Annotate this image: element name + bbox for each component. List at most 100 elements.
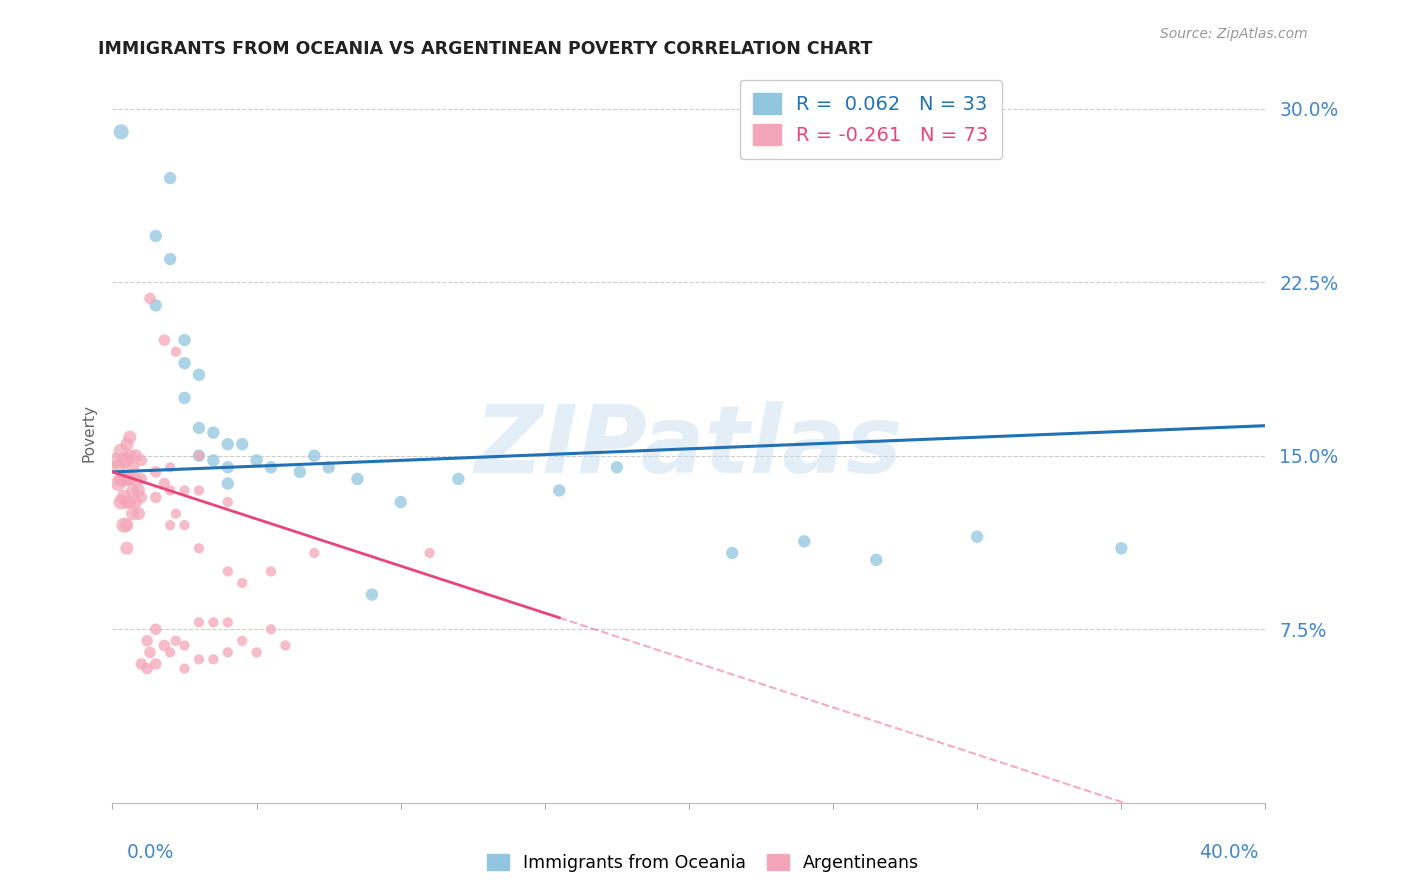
Point — [110, 444, 132, 458]
Text: Source: ZipAtlas.com: Source: ZipAtlas.com — [1160, 27, 1308, 41]
Point — [110, 472, 132, 486]
Point — [159, 460, 181, 475]
Point — [188, 652, 211, 666]
Point — [153, 333, 176, 347]
Point — [112, 518, 135, 533]
Point — [966, 530, 988, 544]
Point — [115, 453, 138, 467]
Point — [202, 453, 225, 467]
Point — [159, 252, 181, 266]
Point — [112, 472, 135, 486]
Point — [115, 495, 138, 509]
Point — [159, 171, 181, 186]
Point — [121, 460, 143, 475]
Point — [129, 491, 153, 505]
Point — [188, 368, 211, 382]
Point — [217, 615, 239, 630]
Text: IMMIGRANTS FROM OCEANIA VS ARGENTINEAN POVERTY CORRELATION CHART: IMMIGRANTS FROM OCEANIA VS ARGENTINEAN P… — [98, 40, 873, 58]
Point — [145, 622, 167, 636]
Point — [159, 483, 181, 498]
Point — [129, 453, 153, 467]
Point — [173, 356, 195, 370]
Point — [127, 483, 149, 498]
Point — [139, 645, 162, 659]
Legend: Immigrants from Oceania, Argentineans: Immigrants from Oceania, Argentineans — [479, 847, 927, 879]
Point — [139, 292, 162, 306]
Point — [217, 476, 239, 491]
Point — [419, 546, 441, 560]
Point — [188, 449, 211, 463]
Point — [110, 125, 132, 139]
Point — [159, 645, 181, 659]
Point — [173, 483, 195, 498]
Point — [107, 476, 129, 491]
Point — [104, 453, 127, 467]
Point — [145, 465, 167, 479]
Text: 40.0%: 40.0% — [1199, 843, 1258, 862]
Point — [124, 495, 146, 509]
Point — [217, 645, 239, 659]
Text: ZIPatlas: ZIPatlas — [475, 401, 903, 493]
Point — [721, 546, 744, 560]
Point — [173, 662, 195, 676]
Point — [159, 518, 181, 533]
Point — [136, 662, 159, 676]
Y-axis label: Poverty: Poverty — [82, 403, 97, 462]
Point — [245, 645, 267, 659]
Point — [188, 541, 211, 556]
Point — [173, 639, 195, 653]
Point — [217, 437, 239, 451]
Point — [260, 565, 283, 579]
Point — [304, 546, 326, 560]
Point — [118, 449, 141, 463]
Point — [304, 449, 326, 463]
Point — [145, 657, 167, 671]
Point — [107, 460, 129, 475]
Point — [188, 421, 211, 435]
Point — [1111, 541, 1133, 556]
Point — [118, 430, 141, 444]
Point — [447, 472, 470, 486]
Point — [173, 391, 195, 405]
Point — [360, 588, 382, 602]
Point — [346, 472, 368, 486]
Point — [202, 615, 225, 630]
Point — [165, 633, 187, 648]
Point — [124, 472, 146, 486]
Point — [129, 657, 153, 671]
Point — [260, 460, 283, 475]
Point — [173, 333, 195, 347]
Point — [231, 633, 253, 648]
Point — [112, 453, 135, 467]
Point — [118, 472, 141, 486]
Point — [165, 344, 187, 359]
Point — [217, 565, 239, 579]
Point — [217, 495, 239, 509]
Point — [121, 507, 143, 521]
Point — [115, 541, 138, 556]
Point — [288, 465, 311, 479]
Point — [548, 483, 571, 498]
Point — [145, 229, 167, 244]
Point — [606, 460, 628, 475]
Point — [110, 495, 132, 509]
Point — [231, 576, 253, 591]
Point — [389, 495, 412, 509]
Point — [145, 298, 167, 312]
Point — [245, 453, 267, 467]
Point — [217, 460, 239, 475]
Point — [115, 518, 138, 533]
Point — [153, 639, 176, 653]
Point — [274, 639, 297, 653]
Point — [127, 507, 149, 521]
Point — [145, 491, 167, 505]
Point — [202, 425, 225, 440]
Point — [865, 553, 887, 567]
Point — [121, 483, 143, 498]
Text: 0.0%: 0.0% — [127, 843, 174, 862]
Point — [129, 472, 153, 486]
Point — [136, 633, 159, 648]
Point — [188, 615, 211, 630]
Point — [153, 476, 176, 491]
Point — [188, 449, 211, 463]
